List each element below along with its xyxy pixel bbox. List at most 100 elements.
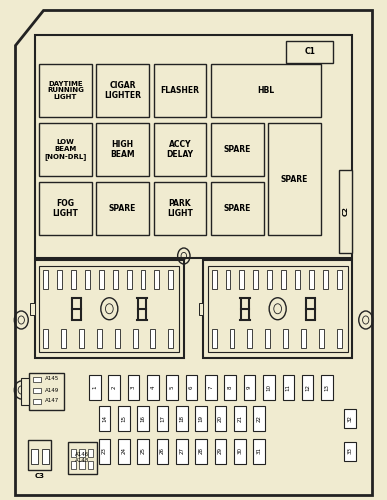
Bar <box>128 375 139 400</box>
Bar <box>309 270 314 289</box>
Bar <box>89 375 101 400</box>
Bar <box>71 270 76 289</box>
Bar <box>118 438 130 464</box>
Bar <box>151 328 155 347</box>
Bar <box>157 438 168 464</box>
Bar <box>263 375 275 400</box>
Bar <box>268 123 321 235</box>
Bar <box>137 406 149 431</box>
Bar <box>301 328 306 347</box>
Bar <box>226 270 230 289</box>
Bar <box>176 438 188 464</box>
Text: A147: A147 <box>45 398 60 404</box>
Bar <box>337 328 342 347</box>
Text: 25: 25 <box>141 448 146 454</box>
Bar <box>344 442 356 460</box>
Text: 27: 27 <box>180 448 184 454</box>
Bar <box>30 302 35 315</box>
Text: A146
A148: A146 A148 <box>75 452 89 463</box>
Bar <box>99 270 104 289</box>
Bar <box>176 406 188 431</box>
Text: 21: 21 <box>238 415 242 422</box>
Text: A149: A149 <box>45 388 60 392</box>
Text: FLASHER: FLASHER <box>161 86 199 95</box>
Bar <box>195 406 207 431</box>
Text: HBL: HBL <box>257 86 274 95</box>
Text: 8: 8 <box>228 386 233 389</box>
Bar <box>85 270 90 289</box>
Bar <box>212 270 217 289</box>
Text: 33: 33 <box>348 448 353 454</box>
Bar <box>283 375 294 400</box>
Text: 24: 24 <box>122 448 126 454</box>
Text: 18: 18 <box>180 415 184 422</box>
Text: 17: 17 <box>160 415 165 422</box>
Bar <box>140 270 146 289</box>
Bar <box>253 438 265 464</box>
Bar <box>31 449 38 464</box>
Bar <box>133 328 137 347</box>
Text: 6: 6 <box>189 386 194 389</box>
Bar <box>57 270 62 289</box>
Bar <box>43 328 48 347</box>
Bar <box>154 64 206 117</box>
Bar <box>71 461 76 469</box>
Bar <box>244 375 255 400</box>
Bar <box>79 328 84 347</box>
Bar <box>118 406 130 431</box>
Bar <box>253 406 265 431</box>
Text: 16: 16 <box>141 415 146 422</box>
Bar <box>39 266 179 352</box>
Text: SPARE: SPARE <box>224 145 251 154</box>
Text: HIGH
BEAM: HIGH BEAM <box>110 140 135 159</box>
Bar <box>203 260 352 358</box>
Text: 28: 28 <box>199 448 204 454</box>
Bar <box>253 270 258 289</box>
Bar <box>39 182 92 235</box>
Bar <box>205 375 217 400</box>
Bar <box>224 375 236 400</box>
Text: SPARE: SPARE <box>224 204 251 213</box>
Bar <box>234 406 246 431</box>
Text: fusesdiagram.co: fusesdiagram.co <box>83 238 304 262</box>
Bar <box>137 438 149 464</box>
Bar <box>96 182 149 235</box>
Bar <box>208 266 348 352</box>
Bar <box>79 448 85 456</box>
Bar <box>33 376 41 382</box>
Bar <box>247 328 252 347</box>
Bar <box>215 406 226 431</box>
Bar <box>71 448 76 456</box>
Bar <box>321 375 333 400</box>
Bar <box>265 328 270 347</box>
Bar <box>35 260 184 358</box>
Bar <box>295 270 300 289</box>
Text: 29: 29 <box>218 448 223 454</box>
Bar <box>281 270 286 289</box>
Text: C3: C3 <box>34 474 45 480</box>
Text: DAYTIME
RUNNING
LIGHT: DAYTIME RUNNING LIGHT <box>47 80 84 100</box>
Text: SPARE: SPARE <box>281 174 308 184</box>
Bar <box>97 328 102 347</box>
Bar <box>21 378 29 405</box>
Text: 30: 30 <box>238 448 242 454</box>
FancyBboxPatch shape <box>68 442 97 474</box>
Bar <box>286 42 333 62</box>
Text: 31: 31 <box>257 448 262 454</box>
Bar <box>147 375 159 400</box>
Bar <box>42 449 49 464</box>
Bar <box>323 270 328 289</box>
Text: 32: 32 <box>348 415 353 422</box>
Bar <box>267 270 272 289</box>
Bar <box>339 170 352 252</box>
Text: 22: 22 <box>257 415 262 422</box>
Bar <box>215 438 226 464</box>
Bar <box>99 438 110 464</box>
Text: 5: 5 <box>170 386 175 389</box>
Bar <box>115 328 120 347</box>
Text: C1: C1 <box>304 48 315 56</box>
Bar <box>212 328 217 347</box>
Text: CIGAR
LIGHTER: CIGAR LIGHTER <box>104 81 141 100</box>
Bar <box>79 461 85 469</box>
PathPatch shape <box>15 10 372 495</box>
